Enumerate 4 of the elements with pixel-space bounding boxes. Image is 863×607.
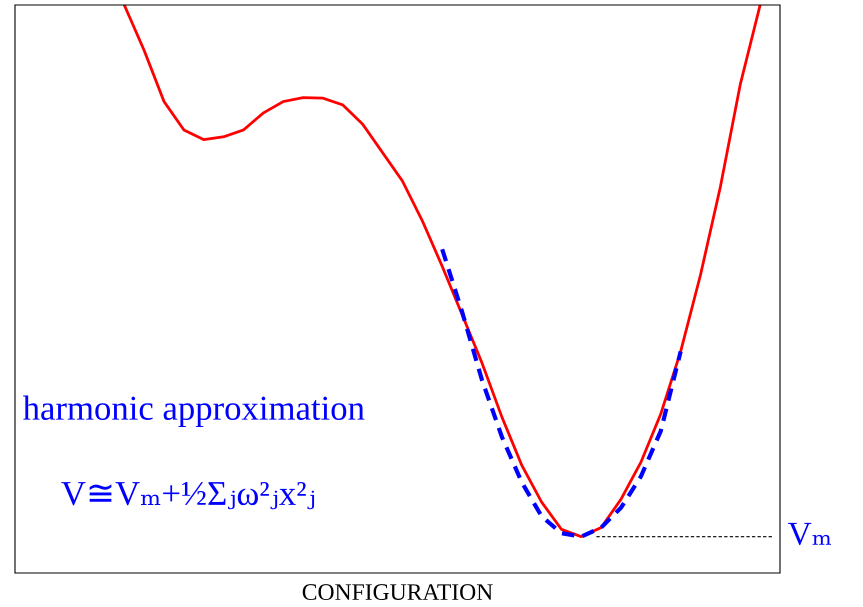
x-axis-title: CONFIGURATION — [302, 584, 493, 600]
ref-line-label: Vₘ — [788, 522, 832, 546]
annotation: harmonic approximation — [22, 396, 364, 428]
annotation: V≅Vₘ+½Σⱼω²ⱼx²ⱼ — [61, 482, 314, 510]
